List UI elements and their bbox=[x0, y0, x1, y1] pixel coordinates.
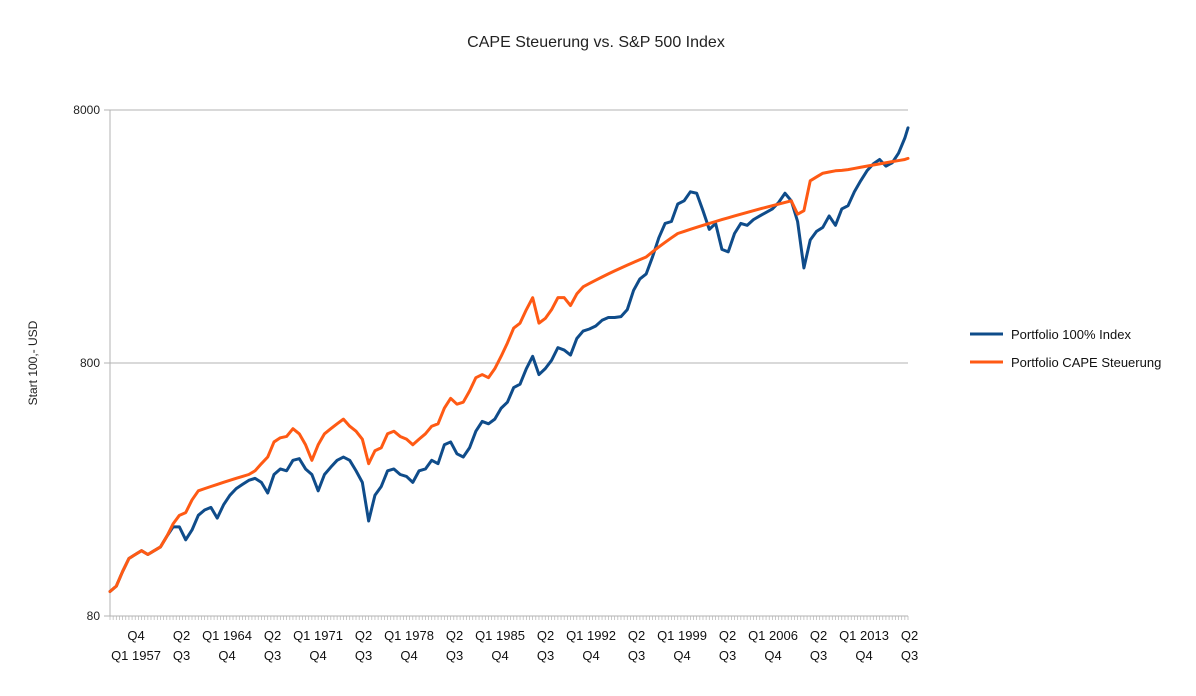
y-axis-ticks: 80 800 8000 bbox=[73, 103, 110, 623]
x-tick-label-lower-15: Q3 bbox=[810, 648, 827, 663]
x-tick-label-upper-4: Q1 1971 bbox=[293, 628, 343, 643]
x-tick-label-lower-6: Q4 bbox=[400, 648, 417, 663]
x-tick-label-upper-15: Q2 bbox=[810, 628, 827, 643]
x-axis: Q4 Q1 1957 Q2 Q3 Q1 1964 Q4 Q2 Q3 Q1 1971 Q4 Q2 Q3 Q… bbox=[109, 615, 918, 663]
legend-label-cape: Portfolio CAPE Steuerung bbox=[1011, 355, 1161, 370]
x-tick-label-lower-12: Q4 bbox=[673, 648, 690, 663]
x-tick-label-upper-11: Q2 bbox=[628, 628, 645, 643]
x-tick-label-lower-0: Q1 1957 bbox=[111, 648, 161, 663]
x-tick-label-lower-11: Q3 bbox=[628, 648, 645, 663]
series-line-cape bbox=[108, 156, 910, 593]
x-tick-label-upper-6: Q1 1978 bbox=[384, 628, 434, 643]
series-lines bbox=[108, 126, 910, 593]
x-tick-label-lower-2: Q4 bbox=[218, 648, 235, 663]
x-tick-label-upper-2: Q1 1964 bbox=[202, 628, 252, 643]
x-tick-label-upper-10: Q1 1992 bbox=[566, 628, 616, 643]
x-tick-label-upper-9: Q2 bbox=[537, 628, 554, 643]
x-tick-label-upper-1: Q2 bbox=[173, 628, 190, 643]
legend-label-index: Portfolio 100% Index bbox=[1011, 327, 1131, 342]
x-tick-label-lower-16: Q4 bbox=[855, 648, 872, 663]
chart-title: CAPE Steuerung vs. S&P 500 Index bbox=[467, 34, 725, 51]
x-tick-label-lower-5: Q3 bbox=[355, 648, 372, 663]
x-tick-label-lower-13: Q3 bbox=[719, 648, 736, 663]
x-tick-label-upper-16: Q1 2013 bbox=[839, 628, 889, 643]
x-tick-label-lower-3: Q3 bbox=[264, 648, 281, 663]
x-tick-label-upper-14: Q1 2006 bbox=[748, 628, 798, 643]
x-tick-label-upper-0: Q4 bbox=[127, 628, 144, 643]
x-tick-label-upper-17: Q2 bbox=[901, 628, 918, 643]
x-tick-label-upper-7: Q2 bbox=[446, 628, 463, 643]
x-axis-tick-marks bbox=[109, 616, 909, 620]
y-tick-label-2: 8000 bbox=[73, 103, 100, 117]
x-tick-label-lower-7: Q3 bbox=[446, 648, 463, 663]
x-tick-label-lower-10: Q4 bbox=[582, 648, 599, 663]
x-tick-label-lower-4: Q4 bbox=[309, 648, 326, 663]
y-tick-label-1: 800 bbox=[80, 356, 100, 370]
x-tick-label-upper-3: Q2 bbox=[264, 628, 281, 643]
legend: Portfolio 100% Index Portfolio CAPE Steu… bbox=[970, 327, 1161, 370]
y-axis-label: Start 100,- USD bbox=[26, 320, 40, 405]
x-tick-label-lower-17: Q3 bbox=[901, 648, 918, 663]
legend-item-index: Portfolio 100% Index bbox=[970, 327, 1131, 342]
y-tick-label-0: 80 bbox=[87, 609, 101, 623]
x-tick-label-lower-1: Q3 bbox=[173, 648, 190, 663]
x-tick-label-upper-8: Q1 1985 bbox=[475, 628, 525, 643]
x-tick-label-lower-8: Q4 bbox=[491, 648, 508, 663]
x-tick-label-upper-12: Q1 1999 bbox=[657, 628, 707, 643]
legend-item-cape: Portfolio CAPE Steuerung bbox=[970, 355, 1161, 370]
x-tick-label-lower-14: Q4 bbox=[764, 648, 781, 663]
x-tick-label-lower-9: Q3 bbox=[537, 648, 554, 663]
x-tick-label-upper-13: Q2 bbox=[719, 628, 736, 643]
x-tick-label-upper-5: Q2 bbox=[355, 628, 372, 643]
